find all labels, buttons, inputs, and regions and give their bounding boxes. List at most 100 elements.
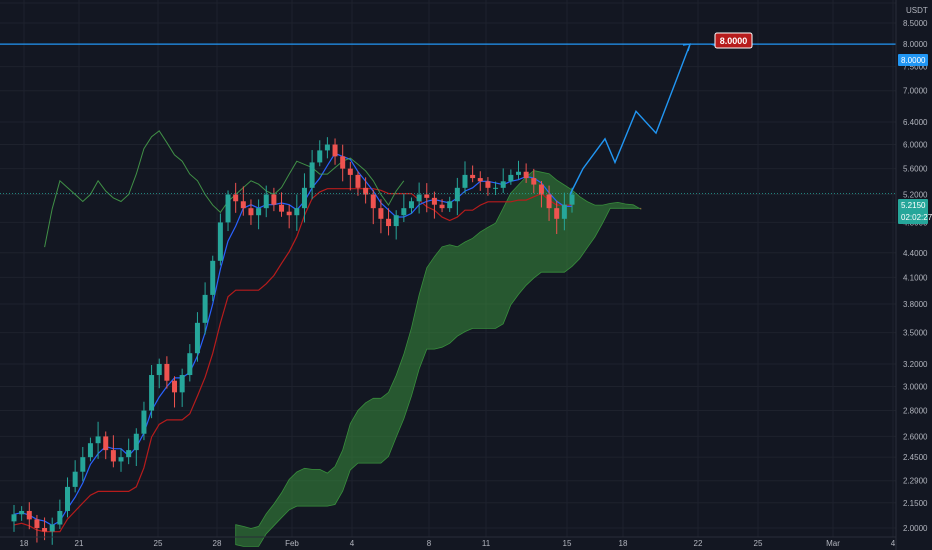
candle-body bbox=[118, 457, 124, 462]
target-price-badge-text: 8.0000 bbox=[901, 56, 926, 65]
candle-body bbox=[508, 174, 514, 182]
price-tick-label: 5.2000 bbox=[903, 190, 928, 199]
candle-body bbox=[248, 208, 254, 216]
time-tick-label: Mar bbox=[826, 539, 840, 548]
candle-body bbox=[217, 222, 223, 261]
candle-body bbox=[408, 201, 414, 209]
candle-body bbox=[462, 174, 468, 188]
price-axis[interactable]: 8.50008.00007.50007.00006.40006.00005.60… bbox=[903, 19, 928, 533]
price-tick-label: 3.2000 bbox=[903, 360, 928, 369]
candle-body bbox=[72, 471, 78, 487]
price-tick-label: 2.4500 bbox=[903, 453, 928, 462]
time-tick-label: 18 bbox=[619, 539, 628, 548]
candles bbox=[11, 137, 575, 545]
target-label[interactable]: 8.0000 bbox=[714, 32, 753, 49]
candle-body bbox=[370, 194, 376, 209]
candle-body bbox=[80, 457, 86, 472]
candle-body bbox=[233, 194, 239, 202]
candle-body bbox=[332, 144, 338, 157]
candle-body bbox=[19, 510, 25, 515]
candle-body bbox=[416, 194, 422, 202]
candle-body bbox=[172, 380, 178, 393]
candle-body bbox=[34, 519, 40, 528]
candle-body bbox=[317, 150, 323, 163]
price-tick-label: 2.1500 bbox=[903, 499, 928, 508]
price-tick-label: 4.4000 bbox=[903, 249, 928, 258]
price-tick-label: 3.0000 bbox=[903, 382, 928, 391]
candle-body bbox=[156, 363, 162, 376]
price-tick-label: 7.5000 bbox=[903, 63, 928, 72]
candle-body bbox=[149, 375, 155, 411]
price-tick-label: 8.5000 bbox=[903, 19, 928, 28]
current-price-badge-box bbox=[898, 199, 928, 224]
ichimoku-cloud bbox=[235, 170, 642, 547]
countdown-text: 02:02:27 bbox=[901, 213, 932, 222]
projection-path bbox=[569, 43, 691, 195]
candle-body bbox=[271, 194, 277, 205]
candle-body bbox=[355, 174, 361, 188]
time-tick-label: 11 bbox=[482, 539, 491, 548]
candle-body bbox=[126, 450, 132, 458]
price-tick-label: 8.0000 bbox=[903, 40, 928, 49]
candle-body bbox=[386, 218, 392, 227]
candle-body bbox=[546, 194, 552, 209]
price-tick-label: 3.8000 bbox=[903, 300, 928, 309]
candle-body bbox=[26, 510, 32, 520]
candle-body bbox=[340, 156, 346, 169]
time-tick-label: 25 bbox=[154, 539, 163, 548]
candle-body bbox=[515, 171, 521, 175]
time-tick-label: 8 bbox=[427, 539, 432, 548]
candle-body bbox=[401, 208, 407, 216]
time-tick-label: 4 bbox=[891, 539, 896, 548]
candle-body bbox=[378, 208, 384, 219]
projection-arrowhead bbox=[682, 43, 691, 52]
target-price-badge-box bbox=[898, 54, 928, 66]
candle-body bbox=[309, 162, 315, 188]
time-axis[interactable]: 18 21 25 28 Feb 4 8 11 15 18 22 25 Mar 4 bbox=[20, 539, 896, 548]
candle-body bbox=[141, 410, 147, 434]
candle-body bbox=[42, 528, 48, 532]
candle-body bbox=[210, 260, 216, 295]
candle-body bbox=[554, 208, 560, 219]
candle-body bbox=[103, 436, 109, 451]
candle-body bbox=[301, 187, 307, 209]
candle-body bbox=[286, 211, 292, 216]
candle-body bbox=[179, 375, 185, 393]
candle-body bbox=[477, 178, 483, 182]
time-tick-label: 18 bbox=[20, 539, 29, 548]
candle-body bbox=[439, 204, 445, 209]
candle-body bbox=[240, 201, 246, 209]
price-tick-label: 6.4000 bbox=[903, 118, 928, 127]
price-tick-label: 2.6000 bbox=[903, 432, 928, 441]
candle-body bbox=[569, 194, 575, 205]
candle-body bbox=[65, 486, 71, 511]
candle-body bbox=[500, 181, 506, 188]
candle-body bbox=[324, 144, 330, 151]
candle-body bbox=[470, 174, 476, 179]
time-tick-label: 21 bbox=[75, 539, 84, 548]
candle-body bbox=[256, 208, 262, 216]
price-tick-label: 2.8000 bbox=[903, 407, 928, 416]
time-tick-label: 28 bbox=[213, 539, 222, 548]
price-tick-label: 7.0000 bbox=[903, 87, 928, 96]
candle-body bbox=[164, 363, 170, 381]
candle-body bbox=[523, 171, 529, 179]
candle-body bbox=[57, 510, 63, 525]
candle-body bbox=[363, 187, 369, 195]
candle-body bbox=[493, 187, 499, 189]
price-tick-label: 6.0000 bbox=[903, 141, 928, 150]
candle-body bbox=[531, 178, 537, 185]
candle-body bbox=[133, 433, 139, 451]
candle-body bbox=[347, 168, 353, 175]
time-tick-label: 15 bbox=[563, 539, 572, 548]
candle-body bbox=[447, 201, 453, 209]
candle-body bbox=[202, 294, 208, 323]
candle-body bbox=[393, 215, 399, 227]
base-line bbox=[13, 188, 572, 533]
candle-body bbox=[294, 208, 300, 216]
time-tick-label: 4 bbox=[350, 539, 355, 548]
candle-body bbox=[263, 194, 269, 209]
candle-body bbox=[279, 204, 285, 212]
candle-body bbox=[225, 194, 231, 223]
